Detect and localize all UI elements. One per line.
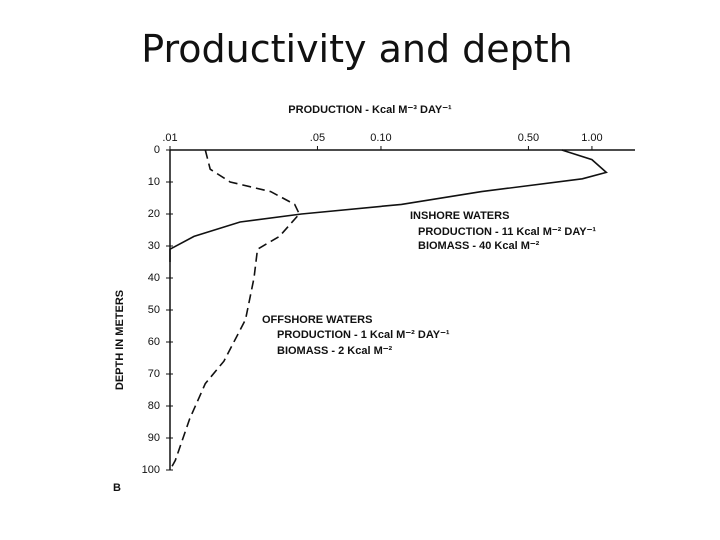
- y-tick-label: 40: [148, 272, 160, 284]
- y-tick-label: 90: [148, 432, 160, 444]
- series-label: INSHORE WATERS: [410, 210, 509, 222]
- x-tick-label: 0.50: [518, 132, 539, 144]
- y-tick-label: 30: [148, 240, 160, 252]
- data-line: [169, 149, 608, 262]
- annotation: PRODUCTION - 1 Kcal M⁻² DAY⁻¹: [277, 329, 450, 341]
- y-tick-label: 60: [148, 336, 160, 348]
- y-tick-label: 10: [148, 176, 160, 188]
- y-tick-label: 50: [148, 304, 160, 316]
- y-tick-label: 100: [142, 464, 160, 476]
- annotation: BIOMASS - 2 Kcal M⁻²: [277, 345, 393, 357]
- y-axis-label: DEPTH IN METERS: [114, 290, 126, 390]
- y-tick-label: 0: [154, 144, 160, 156]
- y-tick-label: 80: [148, 400, 160, 412]
- annotation: B: [113, 482, 121, 494]
- annotation: BIOMASS - 40 Kcal M⁻²: [418, 240, 540, 252]
- y-tick-label: 20: [148, 208, 160, 220]
- chart-title: Productivity and depth: [141, 27, 573, 71]
- x-tick-label: .01: [162, 132, 177, 144]
- series-label: OFFSHORE WATERS: [262, 314, 372, 326]
- x-tick-label: .05: [310, 132, 325, 144]
- y-tick-label: 70: [148, 368, 160, 380]
- data-line: [169, 149, 301, 471]
- x-axis-label: PRODUCTION - Kcal M⁻³ DAY⁻¹: [288, 104, 452, 116]
- annotation: PRODUCTION - 11 Kcal M⁻² DAY⁻¹: [418, 226, 596, 238]
- x-tick-label: 1.00: [581, 132, 602, 144]
- x-tick-label: 0.10: [370, 132, 391, 144]
